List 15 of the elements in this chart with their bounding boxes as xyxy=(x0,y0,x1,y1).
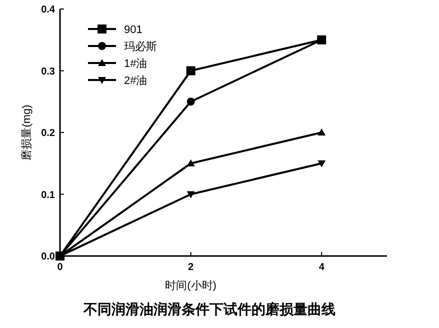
legend-label: 1#油 xyxy=(124,56,148,70)
y-tick-label: 0.4 xyxy=(41,4,56,16)
y-tick-label: 0.2 xyxy=(41,128,56,139)
legend-label: 玛必斯 xyxy=(124,40,157,53)
x-tick-label: 4 xyxy=(318,262,325,273)
y-tick-label: 0.3 xyxy=(41,66,56,78)
x-tick-label: 0 xyxy=(57,262,64,273)
y-axis-title: 磨损量(mg) xyxy=(20,104,33,160)
y-tick-label: 0.1 xyxy=(41,190,56,201)
legend-label: 2#油 xyxy=(124,74,148,87)
text: 不同润滑油润滑条件下试件的磨损量曲线 xyxy=(82,301,336,317)
legend-label: 901 xyxy=(124,24,142,36)
y-tick-label: 0.0 xyxy=(41,252,56,262)
x-tick-label: 2 xyxy=(188,262,194,273)
x-axis-title: 时间(小时) xyxy=(165,279,216,292)
